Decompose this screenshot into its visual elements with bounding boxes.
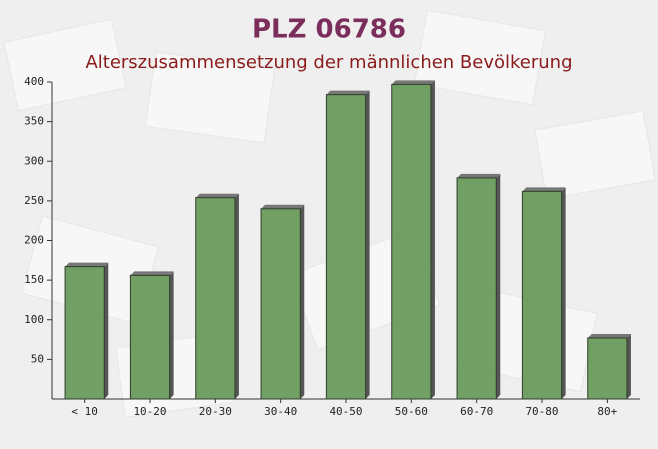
bar — [391, 83, 432, 400]
x-tick-label: 60-70 — [460, 405, 493, 418]
bar-shadow — [104, 262, 109, 399]
bar-shadow — [391, 80, 435, 85]
chart-title: PLZ 06786 — [252, 15, 406, 45]
bar-shadow — [234, 193, 239, 399]
bar — [64, 266, 105, 400]
x-tick-label: 50-60 — [395, 405, 428, 418]
bar-shadow — [326, 90, 370, 95]
y-tick-label: 350 — [24, 115, 44, 128]
y-tick-label: 200 — [24, 234, 44, 247]
bar-shadow — [430, 80, 435, 399]
bar-shadow — [496, 173, 501, 399]
x-tick-label: < 10 — [71, 405, 98, 418]
y-tick-label: 150 — [24, 273, 44, 286]
bar-shadow — [457, 173, 501, 178]
bar — [521, 190, 563, 400]
bar-shadow — [522, 187, 566, 192]
bar — [129, 274, 171, 400]
bar-shadow — [626, 333, 631, 399]
bar — [587, 337, 628, 400]
bar-shadow — [261, 204, 305, 209]
bar — [325, 94, 367, 400]
y-tick-label: 50 — [31, 352, 44, 365]
x-tick-label: 30-40 — [264, 405, 297, 418]
bar — [195, 197, 236, 400]
bar-shadow — [169, 271, 174, 399]
x-tick-label: 20-30 — [199, 405, 232, 418]
x-tick-label: 70-80 — [525, 405, 558, 418]
bar-shadow — [587, 333, 631, 338]
y-tick-label: 400 — [24, 75, 44, 88]
x-tick-label: 40-50 — [329, 405, 362, 418]
bar-shadow — [195, 193, 239, 198]
bar-shadow — [300, 204, 305, 399]
bar-shadow — [130, 271, 174, 276]
bar — [260, 208, 301, 400]
chart-subtitle: Alterszusammensetzung der männlichen Bev… — [85, 52, 572, 73]
y-tick-label: 100 — [24, 313, 44, 326]
x-tick-label: 10-20 — [133, 405, 166, 418]
bar — [456, 177, 497, 400]
bar-shadow — [365, 90, 370, 400]
x-tick-label: 80+ — [597, 405, 617, 418]
y-tick-label: 250 — [24, 194, 44, 207]
y-tick-label: 300 — [24, 154, 44, 167]
bar-shadow — [561, 187, 566, 399]
bar-shadow — [65, 262, 109, 267]
